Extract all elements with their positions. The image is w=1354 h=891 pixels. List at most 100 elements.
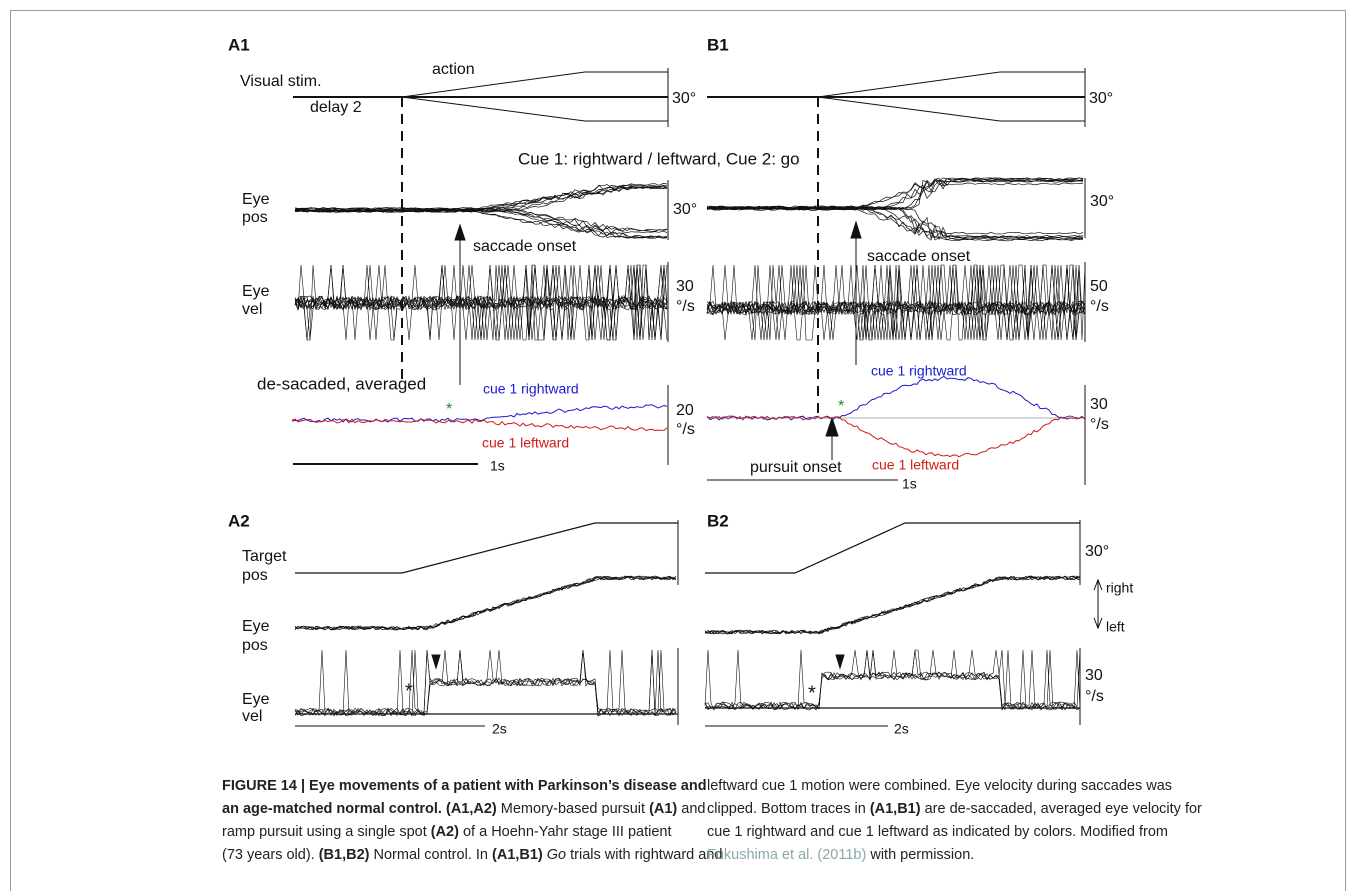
- eye-velocity-trace: [294, 264, 668, 341]
- marker: *: [838, 398, 844, 415]
- legend-label: cue 1 rightward: [871, 363, 967, 379]
- legend-label: cue 1 leftward: [872, 457, 959, 473]
- scale-label: °/s: [1090, 416, 1109, 433]
- eye-position-trace: [704, 575, 1081, 635]
- arrow-head: [825, 416, 839, 437]
- eye-position-trace: [707, 177, 1084, 209]
- eye-position-trace: [704, 575, 1081, 635]
- traces: [291, 68, 1103, 727]
- caption-text: ramp pursuit using a single spot: [222, 824, 431, 840]
- scale-label: 1s: [490, 458, 505, 474]
- eye-position-trace: [294, 575, 677, 631]
- figure-frame: [10, 10, 1346, 891]
- annotation: saccade onset: [473, 238, 577, 255]
- caption-text: clipped. Bottom traces in: [707, 801, 870, 817]
- arrow-head: [835, 654, 845, 670]
- caption-text: (B1,B2): [318, 847, 370, 863]
- panel-label: A1: [228, 35, 250, 54]
- eye-velocity-trace: [704, 649, 1081, 711]
- annotation: saccade onset: [867, 248, 971, 265]
- caption-text: leftward cue 1 motion were combined. Eye…: [707, 778, 1173, 794]
- caption-text: FIGURE 14 | Eye movements of a patient w…: [222, 778, 707, 794]
- eye-position-trace: [705, 575, 1081, 635]
- annotation: de-sacaded, averaged: [257, 374, 426, 393]
- row-label: pos: [242, 637, 268, 654]
- annotation: pursuit onset: [750, 459, 842, 476]
- caption-right: leftward cue 1 motion were combined. Eye…: [707, 775, 1202, 867]
- stimulus-trace: [401, 71, 668, 98]
- eye-position-trace: [294, 575, 677, 631]
- caption-text: with permission.: [866, 847, 975, 863]
- eye-position-trace: [294, 575, 677, 631]
- caption-link[interactable]: Fukushima et al. (2011b): [707, 847, 867, 863]
- eye-position-trace: [294, 185, 668, 212]
- eye-velocity-trace: [706, 264, 1086, 341]
- direction-arrow: [1093, 578, 1103, 630]
- eye-position-trace: [704, 575, 1081, 635]
- eye-velocity-trace: [704, 649, 1081, 711]
- scale-label: 20: [676, 402, 694, 419]
- row-label: Eye: [242, 691, 270, 708]
- scale-label: °/s: [1090, 298, 1109, 315]
- marker: *: [405, 680, 413, 702]
- caption-text: of a Hoehn-Yahr stage III patient: [458, 824, 672, 840]
- eye-velocity-trace: [294, 264, 668, 341]
- caption-line: Fukushima et al. (2011b) with permission…: [707, 844, 1202, 867]
- eye-position-trace: [294, 210, 668, 239]
- row-label: pos: [242, 567, 268, 584]
- averaged-velocity-trace: [291, 418, 668, 432]
- caption-line: an age-matched normal control. (A1,A2) M…: [222, 798, 722, 821]
- eye-velocity-trace: [706, 264, 1086, 341]
- caption-text: and: [677, 801, 706, 817]
- eye-position-trace: [294, 207, 668, 232]
- eye-position-trace: [706, 207, 1084, 239]
- row-label: Eye: [242, 283, 270, 300]
- eye-velocity-trace: [706, 264, 1086, 341]
- marker: *: [446, 401, 452, 418]
- scale-label: 30: [676, 278, 694, 295]
- eye-position-trace: [706, 206, 1084, 238]
- scale-label: 30°: [1090, 193, 1114, 210]
- caption-line: leftward cue 1 motion were combined. Eye…: [707, 775, 1202, 798]
- annotation: delay 2: [310, 99, 362, 116]
- scale-label: 30: [1090, 396, 1108, 413]
- eye-velocity-trace: [294, 649, 677, 717]
- scale-label: 50: [1090, 278, 1108, 295]
- scale-label: 30: [1085, 667, 1103, 684]
- panel-label: A2: [228, 511, 250, 530]
- caption-text: are de-saccaded, averaged eye velocity f…: [920, 801, 1202, 817]
- caption-text: an age-matched normal control. (A1,A2): [222, 801, 497, 817]
- eye-position-trace: [294, 210, 668, 239]
- arrow-head: [431, 654, 441, 670]
- caption-line: ramp pursuit using a single spot (A2) of…: [222, 821, 722, 844]
- arrow-head: [850, 220, 862, 239]
- scale-label: °/s: [676, 421, 695, 438]
- eye-position-trace: [707, 207, 1084, 241]
- caption-text: (73 years old).: [222, 847, 319, 863]
- labels: A1 B1 Visual stim. action delay 2 30° 30…: [228, 35, 1133, 736]
- scale-label: 30°: [672, 90, 696, 107]
- caption-text: (A2): [430, 824, 459, 840]
- eye-position-trace: [706, 205, 1084, 235]
- scale-label: 1s: [902, 476, 917, 492]
- eye-velocity-trace: [706, 264, 1086, 341]
- eye-position-trace: [294, 210, 668, 239]
- annotation: right: [1106, 580, 1133, 596]
- eye-position-trace: [294, 209, 668, 238]
- averaged-velocity-trace: [706, 375, 1086, 421]
- target-trace: [295, 522, 678, 574]
- scale-label: 30°: [1085, 543, 1109, 560]
- eye-position-trace: [294, 184, 668, 212]
- eye-position-trace: [706, 182, 1084, 211]
- eye-velocity-trace: [294, 264, 668, 341]
- caption-text: (A1,B1): [491, 847, 543, 863]
- panel-label: B1: [707, 35, 729, 54]
- scale-label: 30°: [1089, 90, 1113, 107]
- eye-position-trace: [704, 575, 1081, 635]
- annotation: action: [432, 61, 475, 78]
- averaged-velocity-trace: [291, 404, 668, 423]
- caption-text: (A1): [649, 801, 678, 817]
- row-label: vel: [242, 301, 262, 318]
- caption-text: Memory-based pursuit: [496, 801, 650, 817]
